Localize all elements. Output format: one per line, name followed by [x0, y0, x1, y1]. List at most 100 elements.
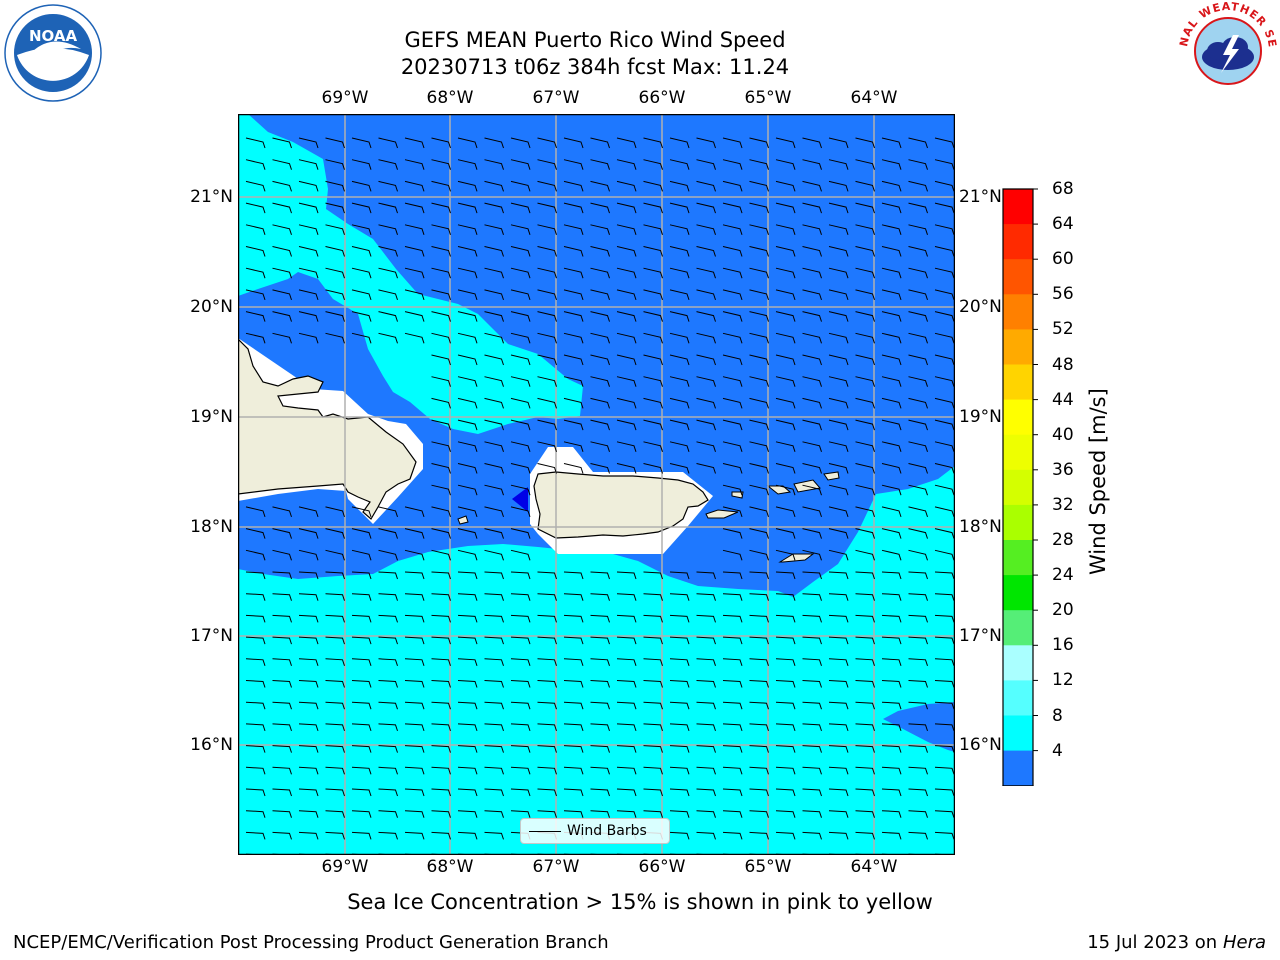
wind-barb [245, 267, 266, 279]
wind-barb [749, 463, 769, 474]
wind-barb [457, 246, 478, 257]
wind-barb [484, 484, 504, 496]
wind-barb [590, 202, 610, 214]
wind-barb [908, 202, 928, 214]
wind-barb [245, 701, 266, 710]
wind-barb [749, 614, 769, 623]
wind-barb [696, 831, 716, 840]
wind-barb [934, 441, 955, 452]
wind-barb [590, 376, 610, 387]
wind-barb [245, 723, 266, 732]
wind-barb [908, 311, 928, 322]
wind-barb [510, 658, 531, 666]
wind-barb [828, 831, 849, 840]
wind-barb [563, 766, 584, 775]
wind-barb [855, 419, 875, 431]
wind-barb [669, 289, 690, 301]
wind-barb [802, 571, 822, 580]
wind-barb [351, 766, 372, 775]
wind-barb [378, 159, 398, 170]
wind-barb [325, 267, 345, 279]
wind-barb [881, 137, 902, 149]
colorbar-segment [1003, 364, 1033, 401]
wind-barb [272, 528, 292, 539]
wind-barb [908, 289, 928, 301]
wind-barb [749, 723, 769, 732]
wind-barb [908, 723, 928, 732]
wind-barb [378, 311, 398, 322]
wind-barb [298, 311, 319, 322]
wind-barb [537, 571, 557, 580]
top-lon-tick: 67°W [532, 88, 580, 108]
wind-barb [881, 267, 902, 279]
wind-barb [775, 463, 796, 474]
colorbar-tick-label: 16 [1052, 635, 1074, 656]
wind-barb [431, 658, 451, 666]
wind-barb [828, 159, 849, 170]
wind-barb [828, 397, 849, 409]
wind-barb [616, 723, 637, 732]
wind-barb [908, 680, 928, 688]
wind-barb [775, 137, 796, 149]
wind-barb [696, 723, 716, 732]
wind-barb [934, 246, 955, 257]
wind-barb [457, 506, 478, 518]
wind-barb [802, 831, 822, 840]
wind-barb [669, 180, 690, 192]
wind-barb [855, 658, 875, 666]
wind-barb [696, 701, 716, 710]
colorbar-segment [1003, 329, 1033, 366]
wind-barb [245, 831, 266, 840]
wind-barb [245, 506, 266, 518]
wind-barb [828, 658, 849, 666]
wind-barb [484, 246, 504, 257]
wind-barb [669, 137, 690, 149]
wind-barb [881, 766, 902, 775]
wind-barb [855, 376, 875, 387]
wind-barb [828, 810, 849, 818]
wind-barb [643, 636, 663, 645]
wind-barb [722, 658, 743, 666]
wind-barb [855, 180, 875, 192]
wind-barb [934, 788, 955, 797]
legend-line-icon [529, 830, 561, 832]
wind-barb [431, 311, 451, 322]
wind-barb [431, 246, 451, 257]
wind-barb [696, 636, 716, 645]
wind-barb [828, 246, 849, 257]
wind-barb [351, 614, 372, 623]
wind-barb [775, 180, 796, 192]
wind-barb [643, 571, 663, 580]
wind-barb [828, 506, 849, 518]
wind-barb [643, 311, 663, 322]
wind-barb [722, 766, 743, 775]
colorbar-tick-label: 12 [1052, 670, 1074, 691]
noaa-logo: NOAA [3, 3, 103, 103]
wind-barb [298, 614, 319, 623]
colorbar-segment [1003, 715, 1033, 752]
wind-barb [722, 571, 743, 580]
wind-barb [404, 267, 425, 279]
wind-barb [431, 810, 451, 818]
wind-barb [404, 137, 425, 149]
wind-barb [775, 332, 796, 344]
wind-barb [828, 289, 849, 301]
wind-barb [457, 463, 478, 474]
wind-barb [590, 810, 610, 818]
wind-barb [590, 311, 610, 322]
wind-barb [908, 354, 928, 366]
wind-barb [802, 246, 822, 257]
wind-barb [669, 831, 690, 840]
wind-barb [484, 745, 504, 753]
wind-barb [749, 636, 769, 645]
wind-barb [775, 159, 796, 170]
wind-barb [510, 224, 531, 235]
wind-barb [484, 397, 504, 409]
wind-barb [510, 202, 531, 214]
wind-barb [484, 137, 504, 149]
wind-barb [855, 701, 875, 710]
wind-barb [378, 745, 398, 753]
colorbar-segment [1003, 680, 1033, 717]
wind-barb [643, 137, 663, 149]
wind-barb [537, 246, 557, 257]
